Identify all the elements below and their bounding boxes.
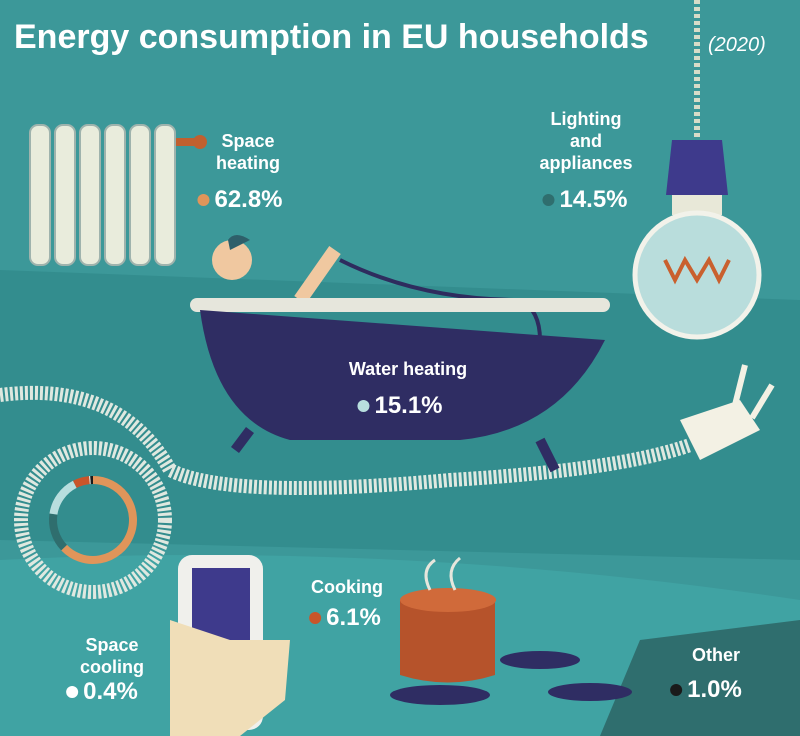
title: Energy consumption in EU households bbox=[14, 18, 649, 56]
donut-segment bbox=[49, 513, 68, 551]
category-label: Space cooling bbox=[80, 635, 144, 677]
legend-dot bbox=[670, 684, 683, 696]
plug-pin bbox=[749, 383, 775, 420]
category-label: Cooking bbox=[311, 577, 383, 597]
category-label: Water heating bbox=[348, 359, 468, 379]
value-row: 15.1% bbox=[357, 392, 443, 420]
value-label: 6.1% bbox=[326, 604, 381, 631]
value-row: 1.0% bbox=[670, 676, 742, 704]
plug bbox=[680, 400, 760, 460]
value-label: 14.5% bbox=[559, 186, 628, 213]
category-label: Space heating bbox=[215, 131, 280, 173]
value-row: 62.8% bbox=[197, 186, 283, 214]
other-shade bbox=[600, 620, 800, 736]
legend-dot bbox=[542, 194, 555, 206]
value-row: 6.1% bbox=[309, 604, 381, 632]
stove bbox=[390, 556, 632, 705]
value-label: 0.4% bbox=[83, 678, 138, 705]
value-label: 62.8% bbox=[214, 186, 283, 213]
bathtub bbox=[190, 235, 610, 473]
remote bbox=[170, 555, 290, 736]
donut-segment bbox=[49, 480, 77, 515]
donut-segment bbox=[73, 476, 91, 489]
plug-pin bbox=[732, 364, 748, 406]
donut-segment bbox=[61, 476, 137, 564]
subtitle: (2020) bbox=[708, 34, 766, 56]
lamp bbox=[632, 0, 762, 340]
category-label: Lighting and appliances bbox=[539, 109, 633, 173]
category-label: Other bbox=[691, 645, 740, 665]
radiator bbox=[29, 124, 207, 266]
value-label: 1.0% bbox=[687, 676, 742, 703]
cable bbox=[0, 385, 693, 599]
value-row: 0.4% bbox=[66, 678, 138, 706]
legend-dot bbox=[197, 194, 210, 206]
legend-dot bbox=[66, 686, 79, 698]
value-row: 14.5% bbox=[542, 186, 628, 214]
legend-dot bbox=[309, 612, 322, 624]
value-label: 15.1% bbox=[374, 392, 443, 419]
legend-dot bbox=[357, 400, 370, 412]
